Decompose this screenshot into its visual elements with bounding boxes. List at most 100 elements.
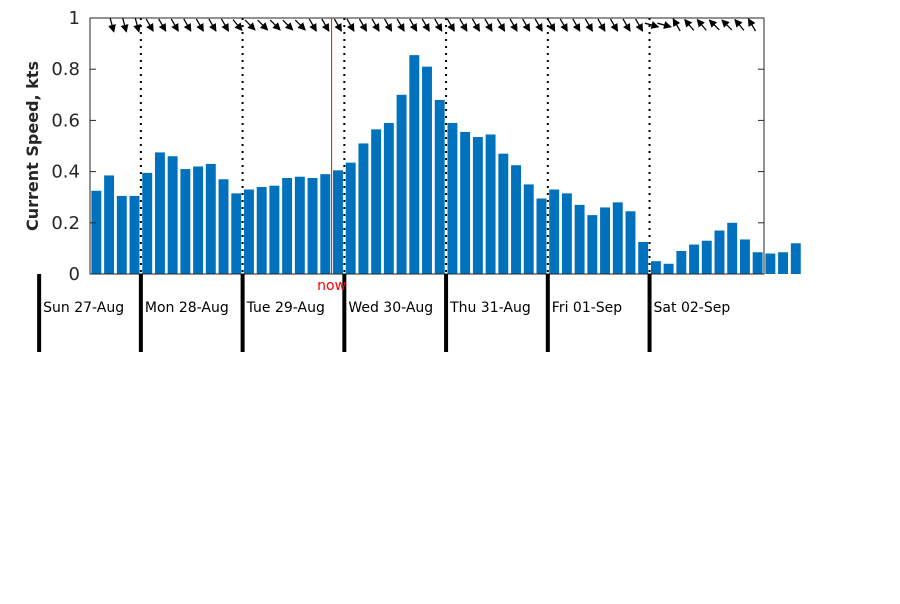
direction-arrow	[108, 18, 116, 33]
speed-bar	[574, 204, 585, 274]
direction-arrow	[634, 18, 644, 32]
direction-arrow	[572, 18, 581, 32]
speed-bar	[485, 134, 496, 274]
speed-bar	[205, 163, 216, 274]
speed-bar	[612, 202, 623, 274]
speed-bar	[498, 153, 509, 274]
speed-bar	[638, 242, 649, 274]
direction-arrow	[734, 18, 745, 31]
speed-bar	[180, 169, 191, 274]
speed-bar	[371, 129, 382, 274]
speed-bar	[409, 55, 420, 275]
direction-arrow	[672, 18, 681, 32]
day-label: Tue 29-Aug	[246, 300, 325, 316]
day-label: Sun 27-Aug	[43, 300, 124, 316]
speed-bar	[91, 190, 102, 274]
y-tick-label: 0	[69, 264, 80, 285]
speed-bar	[320, 174, 331, 274]
x-axis: Sun 27-Aug Mon 28-Aug Tue 29-Aug Wed 30-Aug…	[37, 274, 731, 352]
speed-bar	[333, 170, 343, 274]
speed-bar	[218, 179, 229, 274]
direction-arrow	[321, 18, 330, 32]
speed-bar	[282, 178, 293, 274]
direction-arrow	[721, 19, 733, 31]
day-label: Sat 02-Sep	[654, 300, 731, 316]
speed-bar	[269, 185, 280, 274]
speed-bar	[447, 122, 458, 275]
speed-bar	[536, 198, 547, 274]
direction-arrow	[308, 18, 317, 32]
direction-arrow	[133, 18, 141, 33]
speed-bar	[727, 222, 738, 274]
direction-arrow	[170, 18, 179, 32]
direction-arrow	[396, 18, 405, 32]
speed-bar	[104, 175, 115, 274]
direction-arrow	[684, 18, 695, 31]
direction-arrow	[145, 18, 154, 32]
direction-arrow	[446, 18, 455, 32]
speed-bar	[511, 165, 521, 274]
direction-arrow	[333, 18, 342, 32]
direction-arrow	[220, 18, 230, 32]
direction-arrow	[294, 19, 306, 31]
day-label: Wed 30-Aug	[348, 300, 433, 316]
y-axis-label: Current Speed, kts	[23, 61, 42, 231]
speed-bar	[231, 193, 242, 274]
speed-bar	[256, 186, 267, 274]
speed-bar	[422, 66, 432, 274]
direction-arrow	[244, 19, 256, 31]
direction-arrow	[195, 18, 204, 32]
speed-bar	[523, 184, 534, 274]
y-tick-label: 0.6	[51, 110, 80, 131]
speed-bar	[790, 243, 801, 274]
direction-arrow	[257, 19, 269, 31]
speed-bar	[396, 94, 407, 274]
speed-bar	[345, 162, 356, 274]
speed-bar	[739, 239, 750, 274]
direction-arrow	[208, 18, 217, 32]
speed-bar	[752, 252, 763, 274]
speed-bar	[129, 195, 140, 274]
y-tick-label: 1	[69, 8, 80, 29]
speed-bar	[472, 137, 483, 274]
speed-bar	[193, 166, 204, 274]
direction-arrow	[471, 18, 480, 32]
direction-arrow	[371, 18, 380, 32]
direction-arrow	[346, 18, 355, 32]
speed-bar	[307, 178, 318, 274]
direction-arrow	[158, 18, 167, 32]
day-label: Mon 28-Aug	[145, 300, 229, 316]
y-tick-label: 0.2	[51, 213, 80, 234]
direction-arrow	[434, 18, 443, 32]
speed-bar	[561, 193, 572, 274]
speed-bar	[676, 250, 687, 274]
direction-arrow	[657, 21, 672, 29]
plot-frame	[89, 17, 765, 275]
speed-bar	[154, 152, 165, 274]
day-gridlines	[139, 18, 651, 274]
day-label: Fri 01-Sep	[552, 300, 622, 316]
direction-arrow	[708, 19, 720, 31]
now-label: now	[317, 278, 346, 294]
direction-arrow	[747, 18, 757, 32]
direction-arrow	[496, 18, 506, 32]
speed-bar	[383, 122, 394, 275]
direction-arrow	[696, 18, 707, 31]
direction-arrow	[622, 18, 631, 32]
direction-arrow	[597, 18, 606, 32]
direction-arrow	[534, 18, 543, 32]
direction-arrow	[358, 18, 368, 32]
direction-arrow	[609, 18, 619, 32]
speed-bar	[294, 176, 305, 274]
speed-bar	[650, 261, 661, 274]
speed-bar	[663, 263, 674, 274]
bars-layer	[91, 55, 801, 275]
speed-bar	[701, 240, 712, 274]
speed-bar	[116, 195, 127, 274]
direction-arrow	[384, 18, 393, 32]
direction-arrow	[183, 18, 192, 32]
direction-arrow	[409, 18, 418, 32]
direction-arrow	[644, 21, 660, 29]
